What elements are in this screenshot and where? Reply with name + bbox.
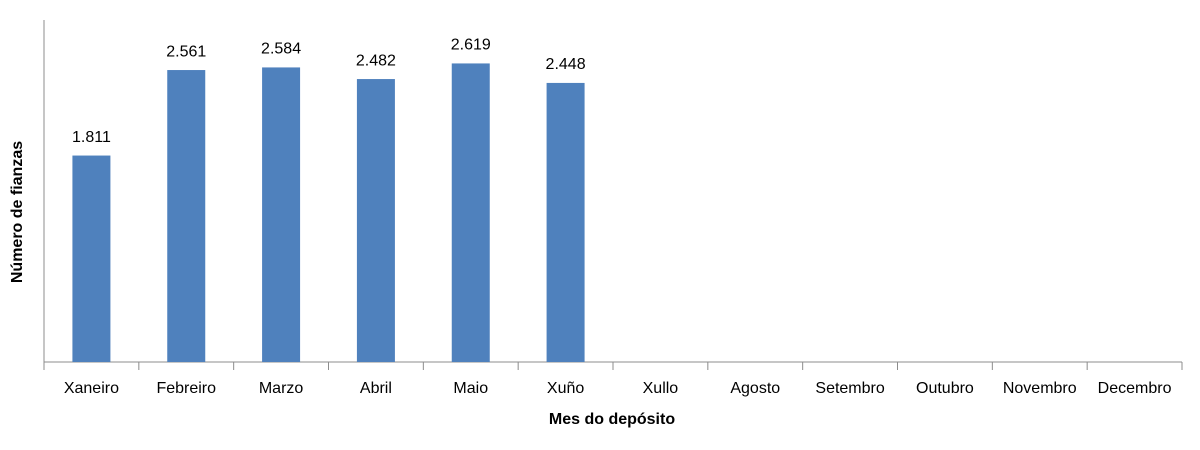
x-tick-label: Setembro bbox=[815, 380, 884, 397]
data-label: 2.482 bbox=[356, 52, 396, 69]
bar bbox=[167, 70, 206, 363]
x-tick-label: Xullo bbox=[643, 380, 679, 397]
x-tick-label: Xuño bbox=[547, 380, 584, 397]
x-tick-label: Decembro bbox=[1098, 380, 1172, 397]
bar bbox=[451, 63, 490, 363]
bar bbox=[356, 79, 395, 362]
x-tick-label: Xaneiro bbox=[64, 380, 119, 397]
bar bbox=[72, 155, 111, 362]
bar bbox=[546, 82, 585, 362]
data-label: 1.811 bbox=[72, 129, 111, 146]
data-label: 2.619 bbox=[451, 37, 491, 54]
data-label: 2.584 bbox=[261, 41, 301, 58]
x-tick-label: Novembro bbox=[1003, 380, 1077, 397]
x-tick-label: Marzo bbox=[259, 380, 304, 397]
x-tick-label: Outubro bbox=[916, 380, 974, 397]
y-axis-title: Número de fianzas bbox=[9, 141, 26, 283]
x-tick-label: Agosto bbox=[730, 380, 780, 397]
data-label: 2.448 bbox=[546, 56, 586, 73]
bar bbox=[262, 67, 301, 362]
x-tick-label: Abril bbox=[360, 380, 392, 397]
x-tick-label: Maio bbox=[453, 380, 488, 397]
data-label: 2.561 bbox=[166, 43, 206, 60]
x-axis-title: Mes do depósito bbox=[549, 411, 675, 428]
x-tick-label: Febreiro bbox=[156, 380, 216, 397]
